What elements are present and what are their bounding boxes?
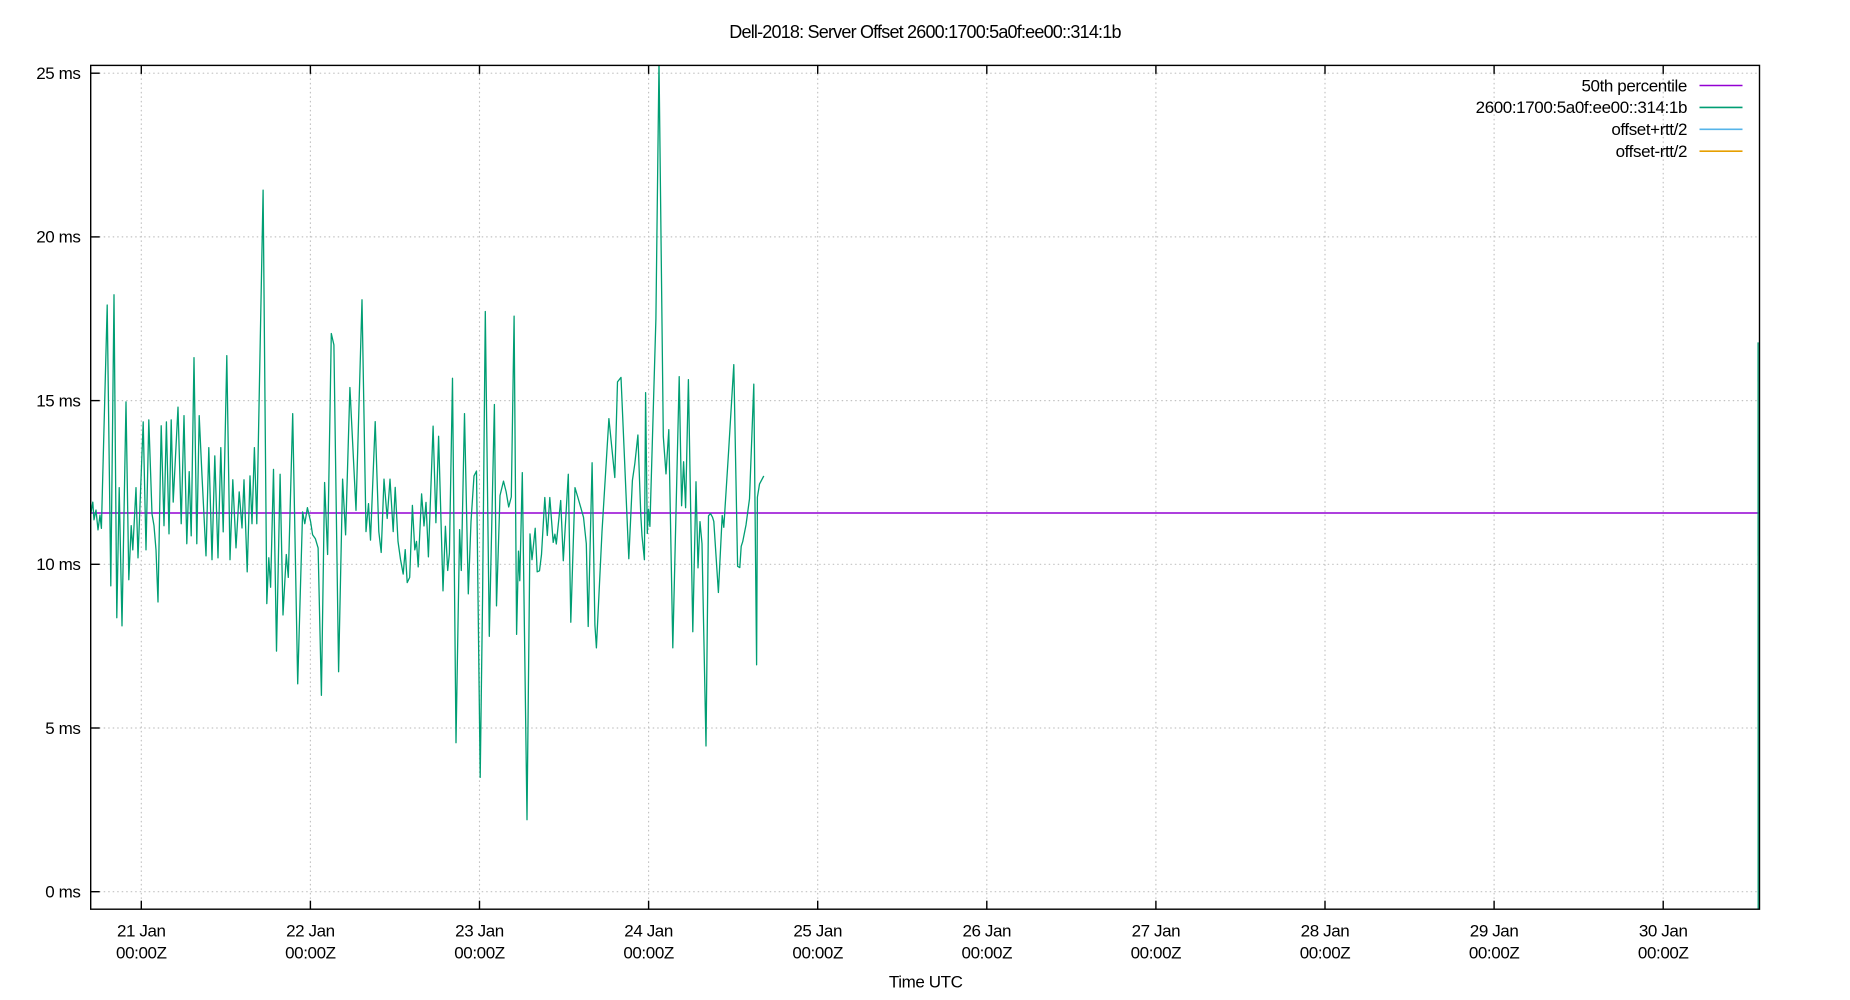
svg-text:24 Jan: 24 Jan <box>624 922 673 941</box>
svg-text:23 Jan: 23 Jan <box>455 922 504 941</box>
svg-text:20 ms: 20 ms <box>36 228 80 247</box>
svg-text:27 Jan: 27 Jan <box>1132 922 1181 941</box>
svg-text:00:00Z: 00:00Z <box>116 944 167 963</box>
svg-text:offset+rtt/2: offset+rtt/2 <box>1611 120 1687 139</box>
svg-text:00:00Z: 00:00Z <box>1469 944 1520 963</box>
svg-text:10 ms: 10 ms <box>36 555 80 574</box>
svg-text:00:00Z: 00:00Z <box>962 944 1013 963</box>
svg-text:15 ms: 15 ms <box>36 391 80 410</box>
svg-text:00:00Z: 00:00Z <box>792 944 843 963</box>
svg-text:00:00Z: 00:00Z <box>623 944 674 963</box>
svg-text:22 Jan: 22 Jan <box>286 922 335 941</box>
svg-text:30 Jan: 30 Jan <box>1639 922 1688 941</box>
svg-text:50th percentile: 50th percentile <box>1581 76 1687 95</box>
svg-text:Time UTC: Time UTC <box>889 973 963 992</box>
svg-text:Dell-2018: Server Offset 2600:: Dell-2018: Server Offset 2600:1700:5a0f:… <box>729 22 1121 42</box>
svg-text:5 ms: 5 ms <box>45 719 80 738</box>
svg-text:00:00Z: 00:00Z <box>1131 944 1182 963</box>
svg-text:28 Jan: 28 Jan <box>1301 922 1350 941</box>
svg-text:25 Jan: 25 Jan <box>793 922 842 941</box>
svg-text:00:00Z: 00:00Z <box>454 944 505 963</box>
svg-text:00:00Z: 00:00Z <box>1638 944 1689 963</box>
svg-text:00:00Z: 00:00Z <box>1300 944 1351 963</box>
svg-text:00:00Z: 00:00Z <box>285 944 336 963</box>
svg-text:2600:1700:5a0f:ee00::314:1b: 2600:1700:5a0f:ee00::314:1b <box>1476 98 1687 117</box>
svg-text:25 ms: 25 ms <box>36 64 80 83</box>
svg-text:21 Jan: 21 Jan <box>117 922 166 941</box>
svg-text:26 Jan: 26 Jan <box>962 922 1011 941</box>
svg-text:0 ms: 0 ms <box>45 883 80 902</box>
svg-text:offset-rtt/2: offset-rtt/2 <box>1616 142 1687 161</box>
svg-text:29 Jan: 29 Jan <box>1470 922 1519 941</box>
